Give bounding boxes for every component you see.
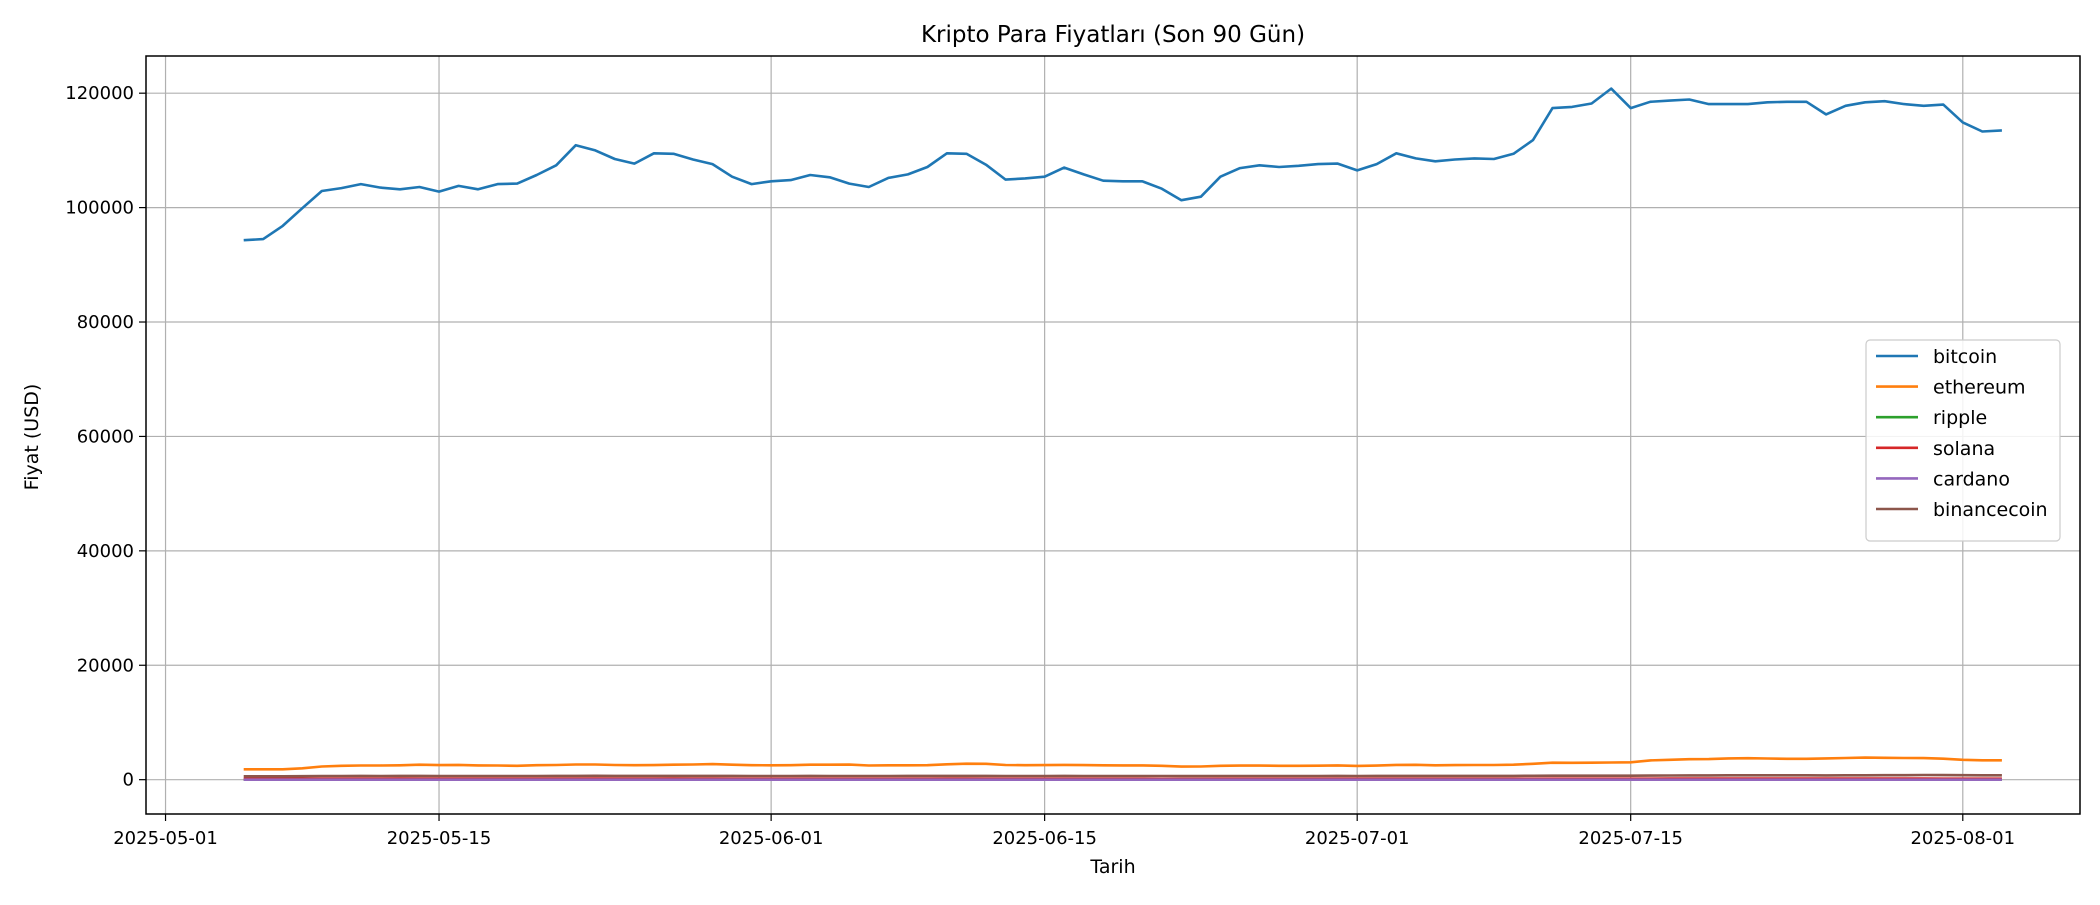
x-tick-label: 2025-07-01 xyxy=(1305,828,1410,849)
y-tick-label: 100000 xyxy=(65,198,134,219)
x-tick-label: 2025-06-15 xyxy=(992,828,1097,849)
y-tick-label: 60000 xyxy=(77,426,134,447)
x-tick-label: 2025-05-01 xyxy=(113,828,218,849)
legend-label-ripple: ripple xyxy=(1933,407,1987,429)
y-tick-label: 20000 xyxy=(77,655,134,676)
x-tick-label: 2025-06-01 xyxy=(719,828,824,849)
x-tick-label: 2025-08-01 xyxy=(1910,828,2015,849)
chart-title: Kripto Para Fiyatları (Son 90 Gün) xyxy=(921,22,1305,48)
legend: bitcoin ethereum ripple solana cardano binanc… xyxy=(1866,340,2060,541)
legend-label-bitcoin: bitcoin xyxy=(1933,346,1997,368)
legend-label-binancecoin: binancecoin xyxy=(1933,499,2048,521)
legend-label-cardano: cardano xyxy=(1933,468,2010,490)
x-tick-label: 2025-07-15 xyxy=(1578,828,1683,849)
y-tick-label: 0 xyxy=(123,770,134,791)
x-tick-label: 2025-05-15 xyxy=(387,828,492,849)
x-axis-label: Tarih xyxy=(1089,856,1135,878)
y-tick-label: 40000 xyxy=(77,541,134,562)
series-line-binancecoin xyxy=(244,775,2002,776)
legend-label-ethereum: ethereum xyxy=(1933,377,2026,399)
y-tick-label: 80000 xyxy=(77,312,134,333)
y-tick-label: 120000 xyxy=(65,83,134,104)
y-axis-label: Fiyat (USD) xyxy=(21,384,43,491)
legend-label-solana: solana xyxy=(1933,438,1995,460)
